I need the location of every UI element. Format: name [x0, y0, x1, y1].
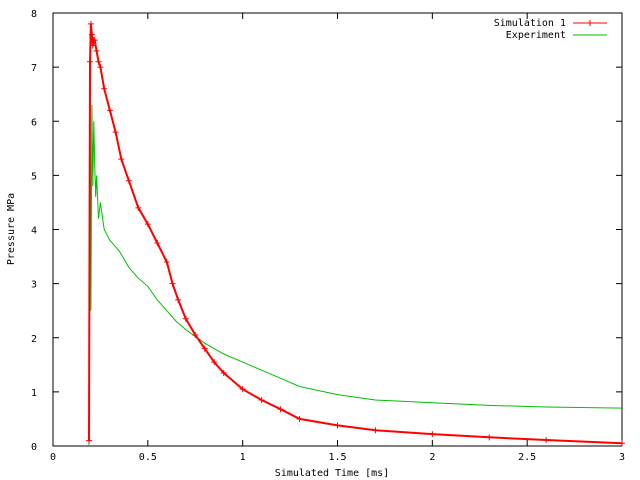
data-point-marker [97, 64, 104, 71]
y-tick-label: 2 [31, 334, 37, 345]
axis-ticks: 0 0.5 1 1.5 2 2.5 3 0 1 2 3 4 5 6 7 8 [31, 9, 625, 463]
data-point-marker [296, 415, 303, 422]
y-tick-label: 6 [31, 117, 37, 128]
data-point-marker [118, 156, 125, 163]
data-point-marker [277, 406, 284, 413]
y-tick-label: 5 [31, 171, 37, 182]
data-point-marker [88, 31, 95, 38]
data-point-marker [220, 369, 227, 376]
legend-marker [587, 20, 593, 26]
data-point-marker [163, 258, 170, 265]
data-point-marker [91, 37, 98, 44]
data-point-marker [169, 280, 176, 287]
series-line-experiment [88, 34, 623, 447]
data-point-marker [86, 437, 93, 444]
legend-label: Experiment [506, 30, 566, 41]
data-point-marker [619, 440, 625, 447]
data-point-marker [87, 20, 94, 27]
plot-frame [52, 12, 623, 447]
data-point-marker [95, 58, 102, 65]
data-point-marker [211, 359, 218, 366]
y-tick-label: 1 [31, 388, 37, 399]
x-tick-label: 1.5 [328, 452, 346, 463]
x-tick-label: 0 [50, 452, 56, 463]
y-tick-label: 4 [31, 226, 37, 237]
data-point-marker [93, 47, 100, 54]
data-point-marker [135, 204, 142, 211]
x-tick-label: 3 [619, 452, 625, 463]
data-point-marker [486, 434, 493, 441]
y-tick-label: 8 [31, 9, 37, 20]
data-point-marker [334, 422, 341, 429]
data-point-marker [182, 315, 189, 322]
x-tick-label: 2 [429, 452, 435, 463]
data-point-marker [101, 85, 108, 92]
data-point-marker [201, 345, 208, 352]
data-point-marker [372, 427, 379, 434]
y-tick-label: 0 [31, 442, 37, 453]
x-tick-label: 1 [240, 452, 246, 463]
data-point-marker [144, 221, 151, 228]
data-point-marker [112, 129, 119, 136]
x-axis-label: Simulated Time [ms] [275, 468, 389, 479]
y-tick-label: 3 [31, 280, 37, 291]
series-layer [86, 20, 625, 447]
x-tick-label: 2.5 [518, 452, 536, 463]
data-point-marker [154, 240, 161, 247]
data-point-marker [86, 58, 93, 65]
y-axis-label: Pressure MPa [6, 193, 17, 265]
data-point-marker [239, 386, 246, 393]
data-point-marker [429, 431, 436, 438]
series-line-simulation-1 [88, 23, 623, 445]
data-point-marker [192, 332, 199, 339]
x-tick-label: 0.5 [139, 452, 157, 463]
data-point-marker [543, 437, 550, 444]
data-point-marker [258, 396, 265, 403]
legend-label: Simulation 1 [494, 18, 566, 29]
y-tick-label: 7 [31, 63, 37, 74]
data-point-marker [106, 107, 113, 114]
data-point-marker [89, 42, 96, 49]
data-point-marker [125, 177, 132, 184]
data-point-marker [175, 296, 182, 303]
